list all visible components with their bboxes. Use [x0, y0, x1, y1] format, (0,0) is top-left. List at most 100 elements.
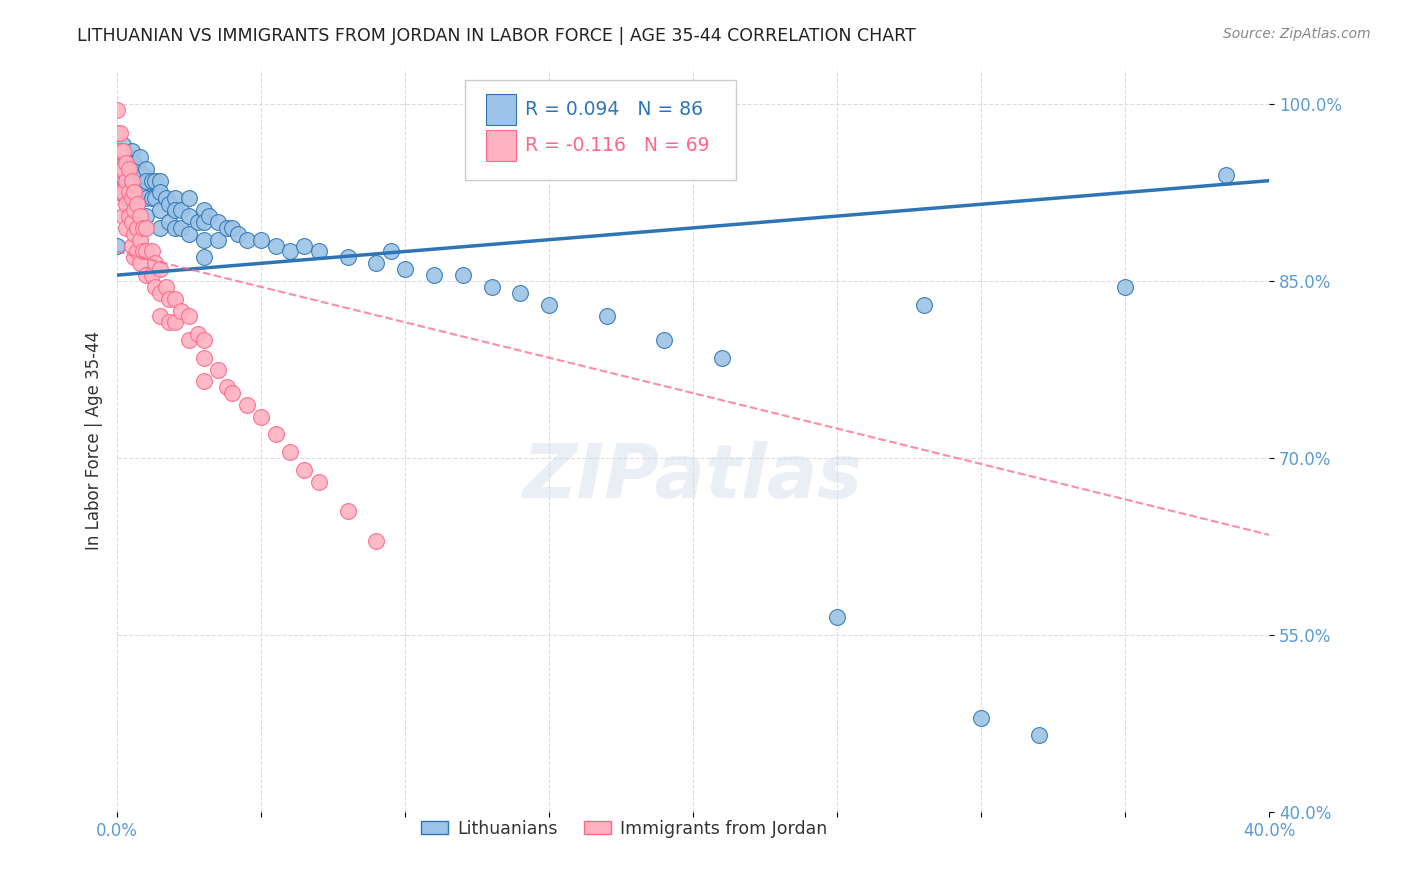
Point — [157, 292, 180, 306]
Point — [193, 333, 215, 347]
Point — [198, 209, 221, 223]
Text: R = -0.116   N = 69: R = -0.116 N = 69 — [524, 136, 710, 154]
Point — [132, 244, 155, 259]
Point — [135, 191, 157, 205]
Point — [114, 174, 136, 188]
Text: Source: ZipAtlas.com: Source: ZipAtlas.com — [1223, 27, 1371, 41]
Point — [155, 280, 177, 294]
Point — [336, 251, 359, 265]
FancyBboxPatch shape — [465, 79, 735, 180]
Point — [111, 186, 134, 200]
Point — [157, 215, 180, 229]
Point — [264, 238, 287, 252]
Point — [108, 144, 131, 158]
Point — [179, 310, 201, 324]
Point — [193, 233, 215, 247]
Point — [114, 191, 136, 205]
Point — [105, 174, 128, 188]
Point — [135, 268, 157, 282]
Point — [163, 315, 186, 329]
Point — [132, 220, 155, 235]
Point — [143, 256, 166, 270]
Point — [114, 150, 136, 164]
Point — [124, 251, 146, 265]
Point — [193, 375, 215, 389]
Point — [207, 362, 229, 376]
Point — [111, 161, 134, 176]
Point — [970, 711, 993, 725]
FancyBboxPatch shape — [486, 129, 516, 161]
Point — [149, 262, 172, 277]
Point — [121, 174, 143, 188]
Point — [149, 220, 172, 235]
Point — [292, 463, 315, 477]
Point — [118, 168, 141, 182]
Point — [308, 244, 330, 259]
Point — [132, 186, 155, 200]
Point — [118, 161, 141, 176]
Point — [141, 174, 163, 188]
Point — [105, 161, 128, 176]
Point — [193, 251, 215, 265]
Point — [121, 215, 143, 229]
Point — [366, 256, 388, 270]
Point — [193, 215, 215, 229]
Point — [292, 238, 315, 252]
Point — [538, 297, 561, 311]
Point — [108, 144, 131, 158]
Y-axis label: In Labor Force | Age 35-44: In Labor Force | Age 35-44 — [86, 331, 103, 550]
Point — [1215, 168, 1237, 182]
Point — [118, 186, 141, 200]
Point — [336, 504, 359, 518]
Point — [179, 209, 201, 223]
Point — [169, 303, 191, 318]
Point — [149, 174, 172, 188]
Point — [193, 351, 215, 365]
Point — [710, 351, 733, 365]
Point — [155, 191, 177, 205]
Point — [509, 285, 531, 300]
Point — [423, 268, 446, 282]
Point — [1028, 729, 1050, 743]
Point — [149, 203, 172, 218]
Text: ZIPatlas: ZIPatlas — [523, 441, 863, 514]
Point — [394, 262, 416, 277]
Point — [264, 427, 287, 442]
Point — [121, 191, 143, 205]
Point — [236, 398, 259, 412]
Point — [124, 174, 146, 188]
Point — [129, 186, 152, 200]
Point — [129, 168, 152, 182]
Point — [187, 215, 209, 229]
Point — [221, 386, 243, 401]
Point — [127, 220, 149, 235]
Point — [163, 220, 186, 235]
Text: R = 0.094   N = 86: R = 0.094 N = 86 — [524, 100, 703, 119]
Point — [129, 209, 152, 223]
Point — [149, 310, 172, 324]
Legend: Lithuanians, Immigrants from Jordan: Lithuanians, Immigrants from Jordan — [413, 813, 834, 845]
Point — [114, 168, 136, 182]
Point — [124, 156, 146, 170]
Point — [179, 333, 201, 347]
Point — [132, 168, 155, 182]
Point — [912, 297, 935, 311]
Point — [149, 285, 172, 300]
Point — [366, 533, 388, 548]
Point — [114, 197, 136, 211]
Point — [105, 144, 128, 158]
Point — [215, 380, 238, 394]
Point — [108, 161, 131, 176]
Point — [308, 475, 330, 489]
Point — [169, 203, 191, 218]
Point — [127, 161, 149, 176]
Point — [187, 327, 209, 342]
Point — [111, 144, 134, 158]
Point — [141, 244, 163, 259]
Point — [135, 161, 157, 176]
Point — [169, 220, 191, 235]
Point — [108, 186, 131, 200]
Point — [124, 227, 146, 241]
Point — [193, 203, 215, 218]
Point — [135, 244, 157, 259]
